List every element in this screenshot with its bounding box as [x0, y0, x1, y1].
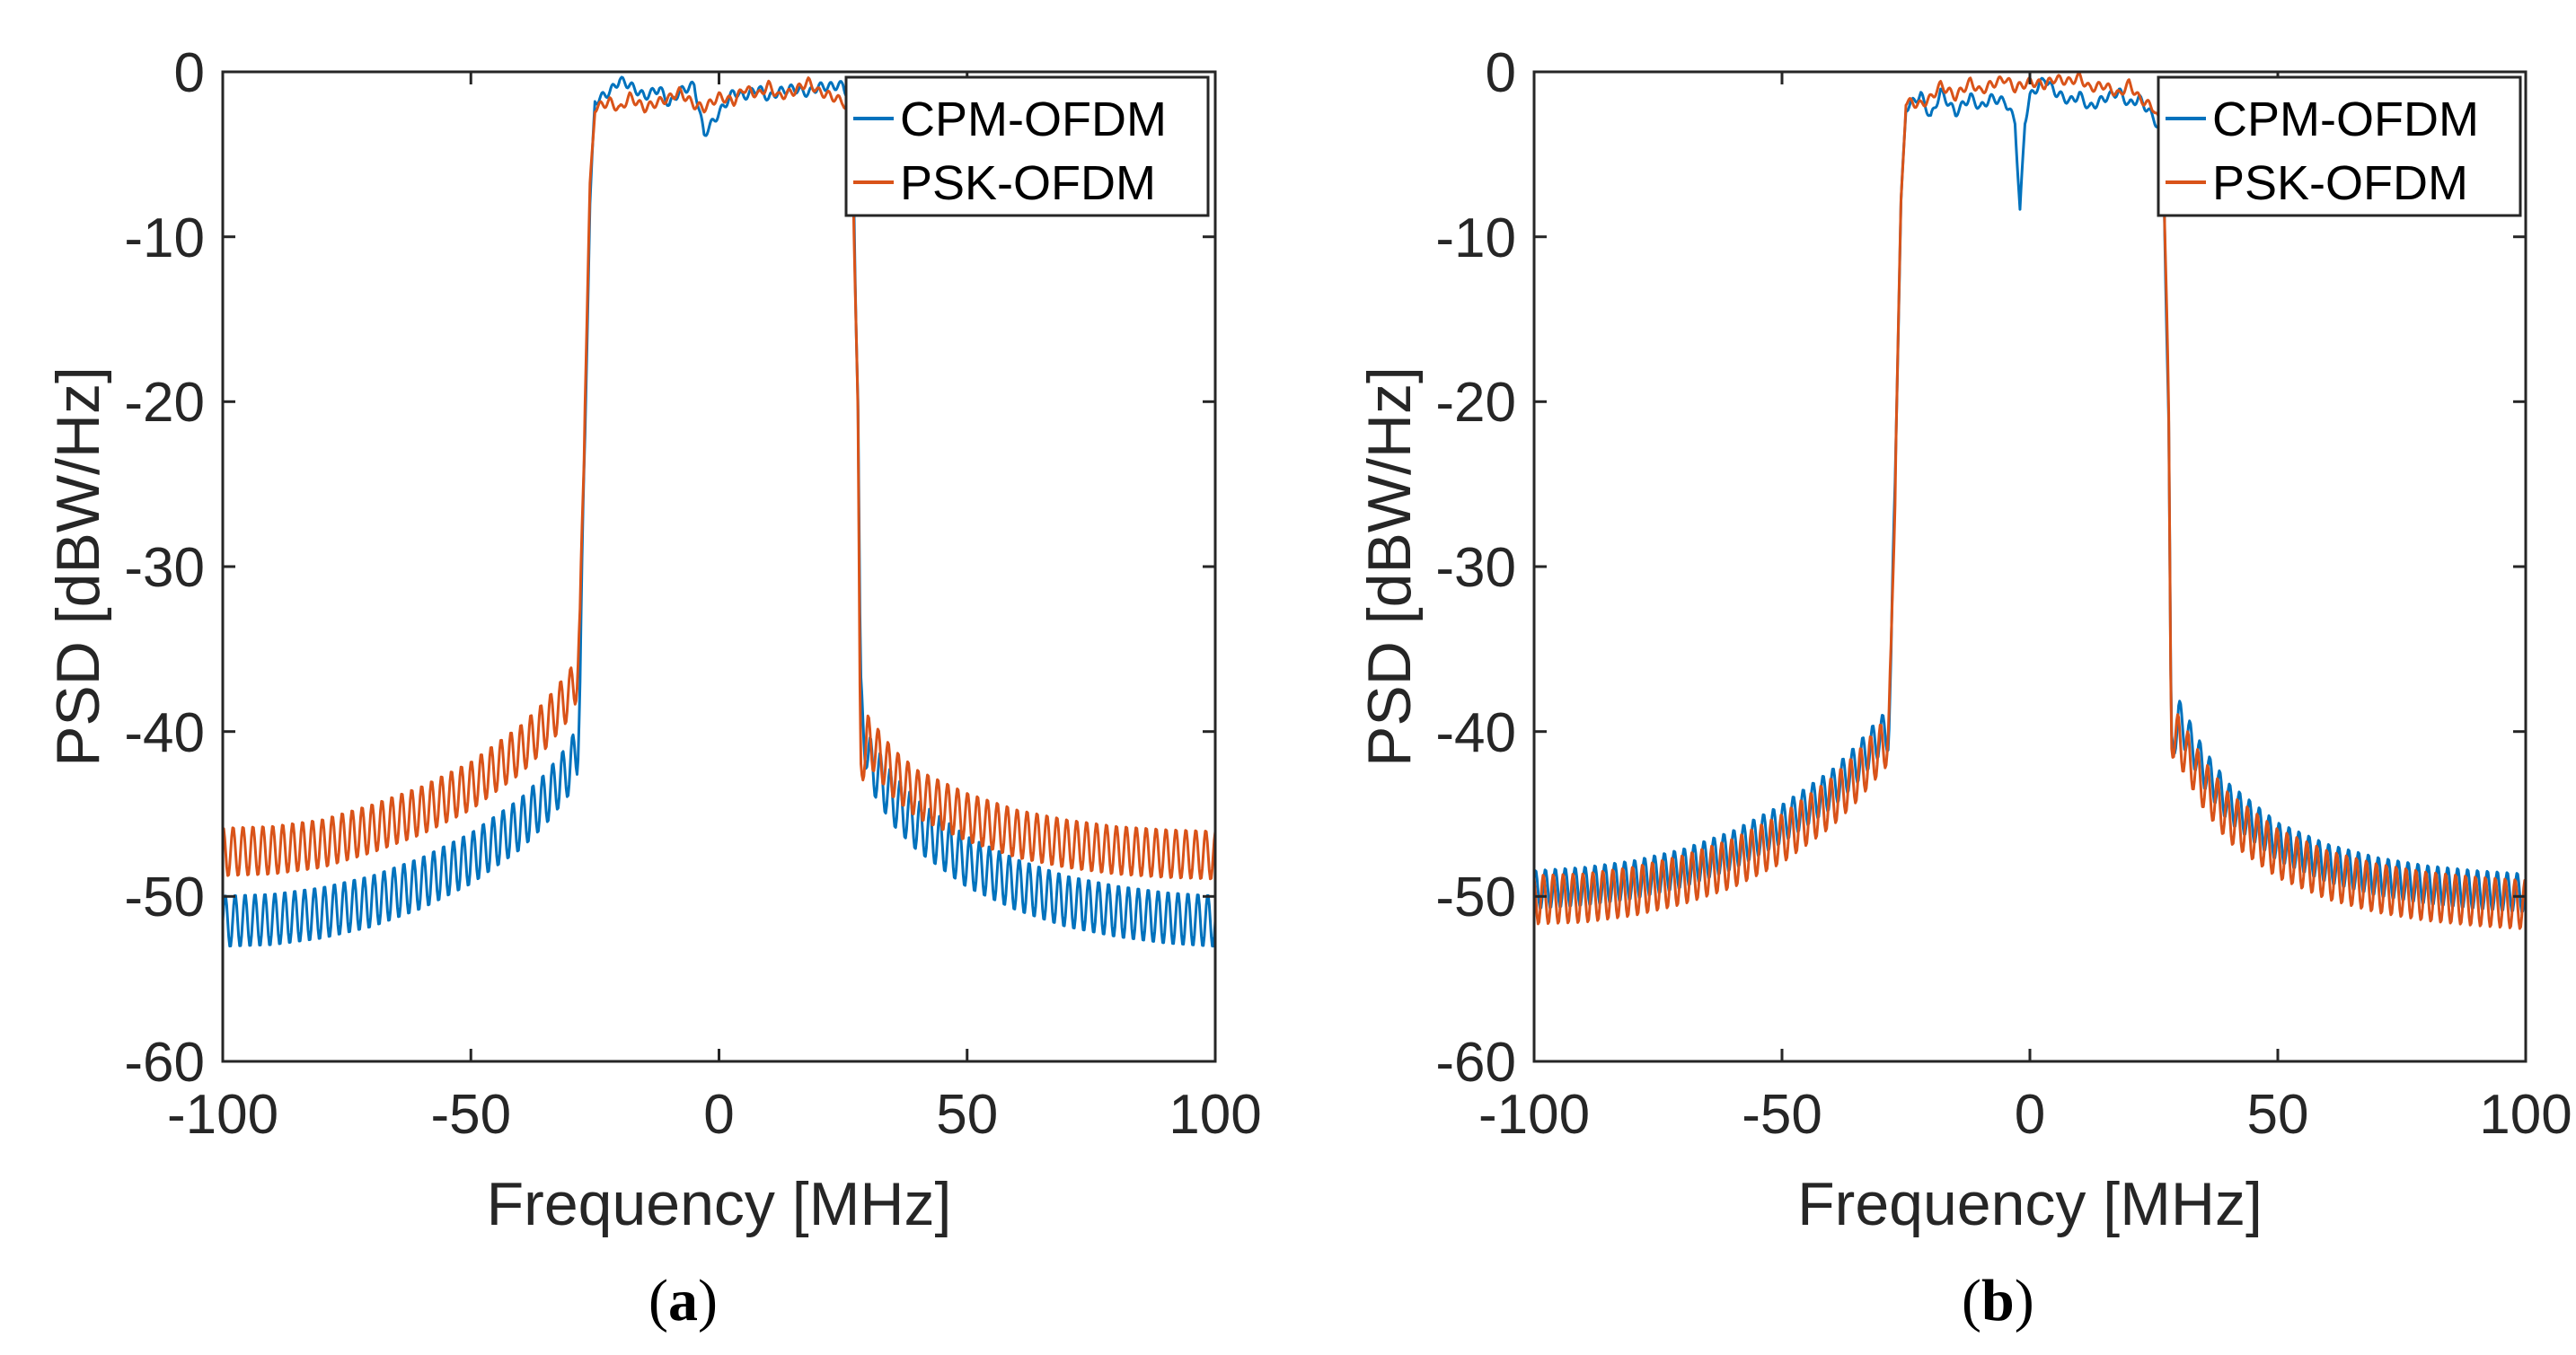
panel-a-caption-open: (: [648, 1268, 668, 1333]
panel-a-caption-close: ): [698, 1268, 718, 1333]
panel-a-y-tick-label: 0: [174, 42, 205, 104]
panel-b-y-axis: 0 -10 -20 -30 -40 -50 -60 PSD [dBW/Hz]: [1355, 42, 2526, 1094]
panel-a-y-tick-label: -50: [124, 867, 205, 928]
panel-b-y-tick-label: -60: [1435, 1032, 1516, 1094]
panel-a-y-tick-label: -20: [124, 372, 205, 434]
panel-a-legend-label-psk: PSK-OFDM: [900, 156, 1156, 210]
panel-b-y-tick-label: -10: [1435, 207, 1516, 269]
panel-b-x-tick-label: -100: [1478, 1084, 1590, 1146]
panel-a-legend-label-cpm: CPM-OFDM: [900, 92, 1167, 146]
panel-a-x-tick-label: -100: [167, 1084, 278, 1146]
panel-b-y-tick-label: -40: [1435, 702, 1516, 764]
panel-a-x-tick-label: 50: [936, 1084, 998, 1146]
panel-b: 0 -10 -20 -30 -40 -50 -60 PSD [dBW/Hz] -…: [1355, 42, 2572, 1333]
panel-a-caption: (a): [648, 1268, 718, 1333]
panel-b-y-tick-label: -50: [1435, 867, 1516, 928]
panel-b-x-tick-label: -50: [1742, 1084, 1822, 1146]
panel-a-y-tick-label: -60: [124, 1032, 205, 1094]
panel-b-y-axis-label: PSD [dBW/Hz]: [1355, 366, 1424, 767]
panel-a-y-tick-label: -40: [124, 702, 205, 764]
panel-a-series-cpm-ofdm: [223, 75, 1215, 948]
panel-a-series-lines: [223, 75, 1215, 948]
panel-b-y-tick-label: -30: [1435, 537, 1516, 599]
panel-b-caption-open: (: [1962, 1268, 1981, 1333]
panel-a-legend-box: [844, 75, 1210, 217]
panel-a-y-tick-label: -10: [124, 207, 205, 269]
panel-b-legend-label-psk: PSK-OFDM: [2212, 156, 2468, 210]
panel-b-x-axis: -100 -50 0 50 100 Frequency [MHz]: [1478, 72, 2572, 1238]
panel-a-legend: CPM-OFDM PSK-OFDM: [844, 75, 1210, 217]
panel-b-legend-box: [2157, 75, 2522, 217]
panel-b-x-tick-label: 100: [2479, 1084, 2572, 1146]
panel-a-y-axis-label: PSD [dBW/Hz]: [44, 366, 112, 767]
panel-a-plot-area: [221, 70, 1217, 1063]
panel-b-x-tick-label: 50: [2247, 1084, 2309, 1146]
panel-b-legend: CPM-OFDM PSK-OFDM: [2157, 75, 2522, 217]
panel-b-axes-box: [1532, 70, 2527, 1063]
panel-b-x-axis-label: Frequency [MHz]: [1797, 1170, 2263, 1238]
panel-a-y-tick-label: -30: [124, 537, 205, 599]
panel-a-x-tick-label: 100: [1169, 1084, 1261, 1146]
panel-b-caption-letter: b: [1981, 1268, 2015, 1333]
panel-a-caption-letter: a: [668, 1268, 698, 1333]
panel-a-series-psk-ofdm: [223, 76, 1215, 881]
panel-b-x-tick-label: 0: [2015, 1084, 2045, 1146]
panel-a-x-axis-label: Frequency [MHz]: [487, 1170, 952, 1238]
panel-b-caption-close: ): [2015, 1268, 2034, 1333]
panel-b-y-tick-label: 0: [1486, 42, 1516, 104]
panel-a: 0 -10 -20 -30 -40 -50 -60 PSD [dBW/Hz] -…: [44, 42, 1262, 1333]
panel-a-y-axis: 0 -10 -20 -30 -40 -50 -60 PSD [dBW/Hz]: [44, 42, 1215, 1094]
panel-b-y-tick-label: -20: [1435, 372, 1516, 434]
panel-b-caption: (b): [1962, 1268, 2034, 1333]
panel-a-x-axis: -100 -50 0 50 100 Frequency [MHz]: [167, 72, 1262, 1238]
panel-a-x-tick-label: -50: [430, 1084, 511, 1146]
panel-b-plot-area: [1532, 70, 2527, 1063]
panel-a-x-tick-label: 0: [703, 1084, 734, 1146]
panel-b-legend-label-cpm: CPM-OFDM: [2212, 92, 2479, 146]
